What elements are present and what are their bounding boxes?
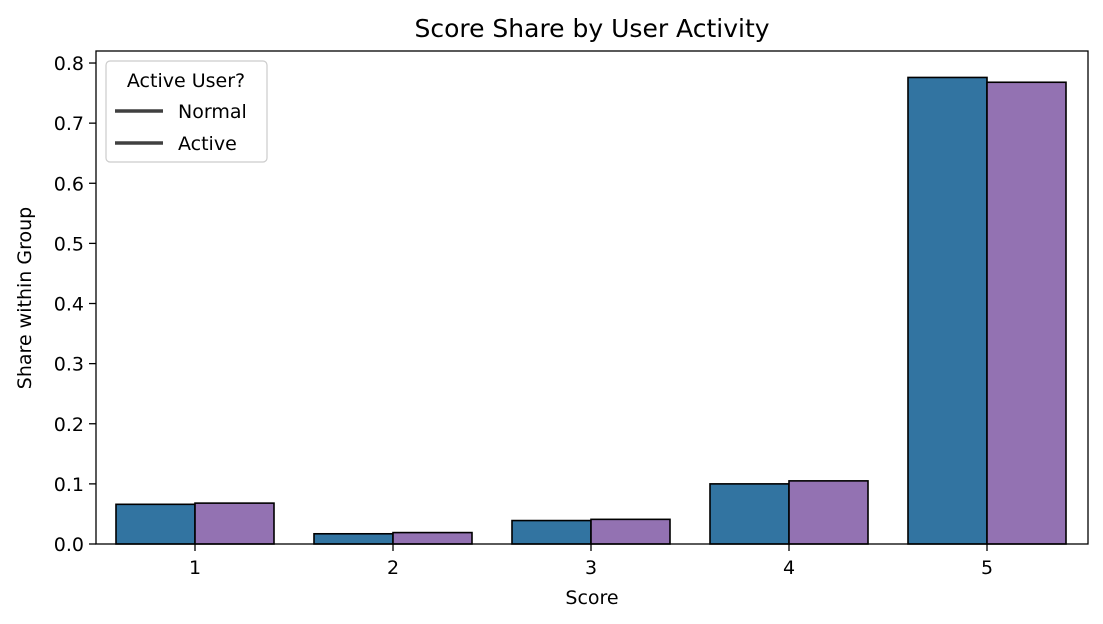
x-tick-label: 3	[585, 557, 597, 579]
bar-active-2	[392, 531, 473, 545]
legend-entry-normal: Normal	[178, 101, 247, 123]
bar-normal-3	[511, 519, 592, 545]
x-tick-label: 4	[783, 557, 795, 579]
bar-normal-1	[115, 503, 196, 545]
y-tick-label: 0.5	[54, 233, 84, 255]
y-tick-label: 0.3	[54, 354, 84, 376]
bar-normal-4	[709, 483, 790, 545]
legend-box	[105, 60, 268, 163]
x-tick-label: 2	[387, 557, 399, 579]
x-axis-ticks: 1 2 3 4 5	[189, 544, 993, 579]
y-tick-label: 0.4	[54, 294, 84, 316]
bar-active-4	[788, 480, 869, 545]
y-tick-label: 0.1	[54, 474, 84, 496]
bar-active-3	[590, 518, 671, 545]
chart-title: Score Share by User Activity	[414, 14, 769, 43]
y-tick-label: 0.2	[54, 414, 84, 436]
y-axis-ticks: 0.0 0.1 0.2 0.3 0.4 0.5 0.6 0.7 0.8	[54, 53, 96, 556]
x-tick-label: 1	[189, 557, 201, 579]
legend-entry-active: Active	[178, 133, 237, 155]
y-tick-label: 0.7	[54, 113, 84, 135]
y-tick-label: 0.6	[54, 173, 84, 195]
bar-active-1	[194, 502, 275, 545]
y-axis-label: Share within Group	[14, 207, 36, 389]
bar-normal-2	[313, 532, 394, 545]
legend-title: Active User?	[127, 70, 245, 92]
plot-frame	[95, 50, 1089, 545]
y-tick-label: 0.8	[54, 53, 84, 75]
bar-normal-5	[907, 76, 988, 545]
x-axis-label: Score	[565, 587, 618, 609]
y-tick-label: 0.0	[54, 534, 84, 556]
bar-active-5	[986, 81, 1067, 545]
x-tick-label: 5	[981, 557, 993, 579]
bars	[115, 76, 1067, 545]
legend: Active User? Normal Active	[105, 60, 268, 163]
